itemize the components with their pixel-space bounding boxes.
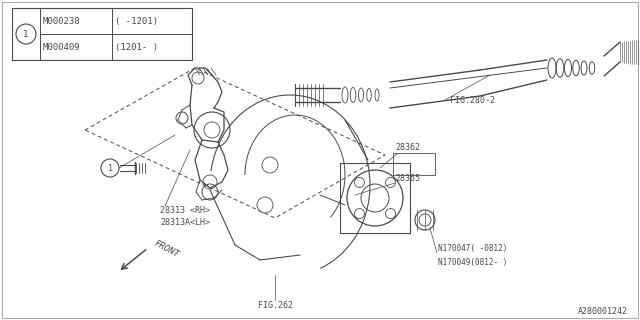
Text: M000238: M000238 [43, 17, 81, 26]
Text: 28313A<LH>: 28313A<LH> [160, 218, 210, 227]
Text: 1: 1 [23, 29, 29, 38]
Text: 28362: 28362 [395, 142, 420, 151]
Text: FRONT: FRONT [153, 239, 181, 260]
Text: 28313 <RH>: 28313 <RH> [160, 205, 210, 214]
Text: ( -1201): ( -1201) [115, 17, 158, 26]
Bar [393, 153, 435, 175]
Text: (1201- ): (1201- ) [115, 43, 158, 52]
Text: 28365: 28365 [395, 173, 420, 182]
Text: A280001242: A280001242 [578, 308, 628, 316]
Text: N170049(0812- ): N170049(0812- ) [438, 258, 508, 267]
Text: 1: 1 [108, 164, 113, 172]
Text: FIG.262: FIG.262 [257, 300, 292, 309]
Text: N170047( -0812): N170047( -0812) [438, 244, 508, 252]
Bar [12, 8, 192, 60]
Text: FIG.280-2: FIG.280-2 [450, 95, 495, 105]
Text: M000409: M000409 [43, 43, 81, 52]
